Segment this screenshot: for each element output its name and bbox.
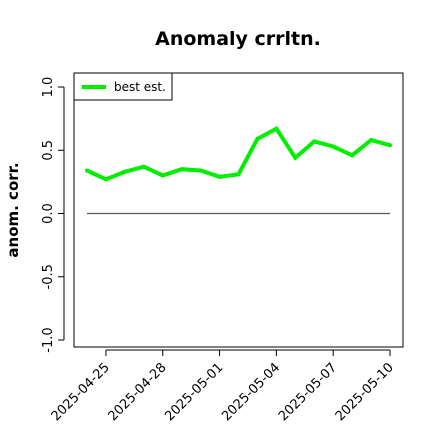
data-point: [236, 172, 241, 177]
y-axis-label: anom. corr.: [4, 162, 22, 257]
legend-label: best est.: [114, 80, 166, 94]
y-tick-label: -1.0: [41, 327, 56, 352]
x-tick-label: 2025-05-04: [219, 360, 283, 424]
y-tick-label: 0.5: [41, 140, 56, 161]
data-point: [350, 153, 355, 158]
x-tick-label: 2025-04-25: [49, 360, 113, 424]
chart-title: Anomaly crrltn.: [155, 28, 321, 50]
plot-frame: [73, 72, 404, 348]
data-point: [293, 155, 298, 160]
x-tick-label: 2025-05-10: [333, 360, 397, 424]
x-tick-label: 2025-04-28: [106, 360, 170, 424]
y-tick-label: 0.0: [41, 203, 56, 224]
data-point: [160, 173, 165, 178]
data-point: [312, 139, 317, 144]
x-tick-label: 2025-05-01: [162, 360, 226, 424]
y-tick-label: 1.0: [41, 77, 56, 98]
data-point: [369, 138, 374, 143]
data-point: [217, 174, 222, 179]
data-point: [103, 177, 108, 182]
data-point: [274, 126, 279, 131]
data-point: [198, 168, 203, 173]
series-line: [86, 126, 391, 182]
data-point: [255, 136, 260, 141]
series-group: [85, 126, 392, 182]
x-axis: 2025-04-252025-04-282025-05-012025-05-04…: [49, 349, 397, 424]
y-tick-label: -0.5: [41, 264, 56, 289]
y-axis: -1.0 -0.5 0.0 0.5 1.0: [41, 77, 65, 353]
data-point: [388, 143, 392, 148]
legend: best est.: [73, 72, 173, 101]
data-point: [141, 164, 146, 169]
data-point: [85, 168, 89, 173]
data-point: [179, 167, 184, 172]
x-tick-label: 2025-05-07: [276, 360, 340, 424]
data-point: [331, 144, 336, 149]
data-point: [122, 169, 127, 174]
